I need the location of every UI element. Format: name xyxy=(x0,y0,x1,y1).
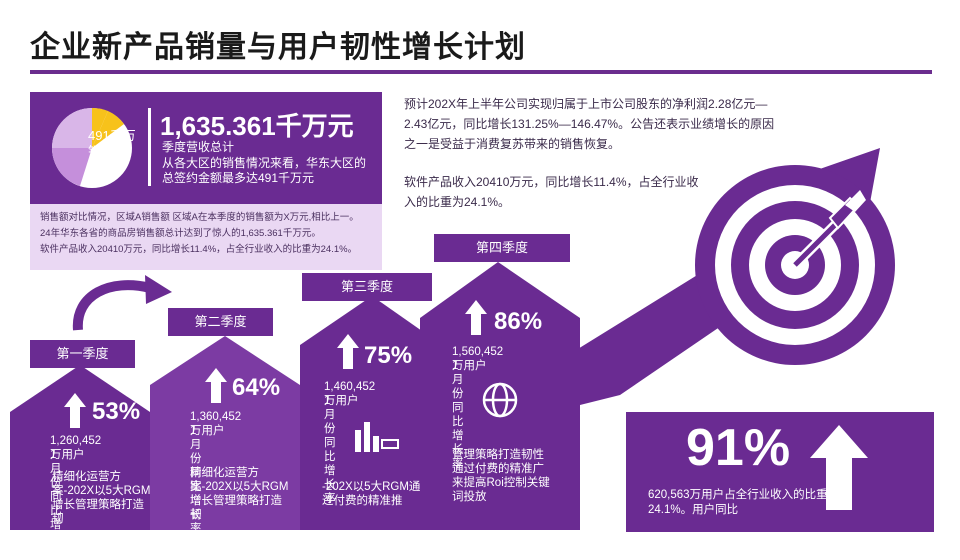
sales-note: 销售额对比情况，区域A销售额 区域A在本季度的销售额为X万元,相比上一。 24年… xyxy=(30,204,382,270)
total-revenue: 1,635.361千万元 xyxy=(160,111,354,141)
stage-4-desc: 管理策略打造韧性通过付费的精准广来提高Roi控制关键词投放 xyxy=(452,449,550,503)
stage-2-shape xyxy=(150,336,300,530)
revenue-subtitle: 季度营收总计 xyxy=(162,140,235,154)
globe-refresh-icon xyxy=(482,382,518,418)
note-line-3: 软件产品收入20410万元，同比增长11.4%，占全行业收入的比重为24.1%。 xyxy=(40,244,358,255)
stage-4-users: 1,560,452万用户 xyxy=(452,346,504,372)
note-line-1: 销售额对比情况，区域A销售额 区域A在本季度的销售额为X万元,相比上一。 xyxy=(40,212,359,223)
card-divider xyxy=(148,108,151,186)
profit-forecast-text: 预计202X年上半年公司实现归属于上市公司股东的净利润2.28亿元—2.43亿元… xyxy=(404,97,775,151)
final-desc: 620,563万用户占全行业收入的比重为24.1%。用户同比 xyxy=(648,489,840,516)
stage-4-shape xyxy=(420,262,580,530)
stage-3-pct: 75% xyxy=(364,342,413,369)
stage-4-growth: 1月份同比增长率 xyxy=(452,360,464,470)
stage-1-shape xyxy=(10,365,150,530)
software-income-text: 软件产品收入20410万元，同比增长11.4%，占全行业收入的比重为24.1%。 xyxy=(404,175,699,209)
growth-graphic xyxy=(10,148,895,530)
stage-3-growth: 1月份同比增长率 xyxy=(324,395,336,505)
bar-chart-icon xyxy=(355,422,399,452)
stage-1-label: 第一季度 xyxy=(30,340,135,368)
stage-1-desc: 精细化运营方案-202X以5大RGM增长管理策略打造韧 xyxy=(52,471,151,525)
pie-chart-icon xyxy=(52,107,132,188)
page-title: 企业新产品销量与用户韧性增长计划 xyxy=(30,31,526,64)
stage-4-label: 第四季度 xyxy=(434,234,570,262)
up-arrow-icon xyxy=(64,300,487,428)
target-icon xyxy=(695,165,895,365)
stage-1-pct: 53% xyxy=(92,398,141,425)
title-underline xyxy=(30,70,932,74)
summary-card: 491千万销冠 1,635.361千万元 季度营收总计 从各大区的销售情况来看，… xyxy=(30,92,382,204)
stage-1-users: 1,260,452万用户 xyxy=(50,435,102,461)
final-result-box: 91% 620,563万用户占全行业收入的比重为24.1%。用户同比 xyxy=(626,412,934,532)
stage-2-desc: 精细化运营方案-202X以5大RGM增长管理策略打造韧 xyxy=(190,467,289,521)
stage-2-pct: 64% xyxy=(232,374,281,401)
stage-3-desc: -202X以5大RGM通过付费的精准推 xyxy=(322,481,421,507)
stage-4-pct: 86% xyxy=(494,308,543,335)
stage-3-label: 第三季度 xyxy=(302,273,432,301)
revenue-description: 从各大区的销售情况来看，华东大区的总签约金额最多达491千万元 xyxy=(162,156,367,185)
pie-label: 491千万销冠 xyxy=(88,128,136,159)
curved-arrow-icon xyxy=(72,280,152,331)
final-pct: 91% xyxy=(686,419,791,477)
stage-2-users: 1,360,452万用户 xyxy=(190,411,242,437)
stage-2-label: 第二季度 xyxy=(168,308,273,336)
stage-3-users: 1,460,452万用户 xyxy=(324,381,376,407)
stage-2-growth: 1月份同比增长率 xyxy=(190,425,202,535)
stage-3-shape xyxy=(300,296,442,530)
note-line-2: 24年华东各省的商品房销售额总计达到了惊人的1,635.361千万元。 xyxy=(40,228,321,239)
